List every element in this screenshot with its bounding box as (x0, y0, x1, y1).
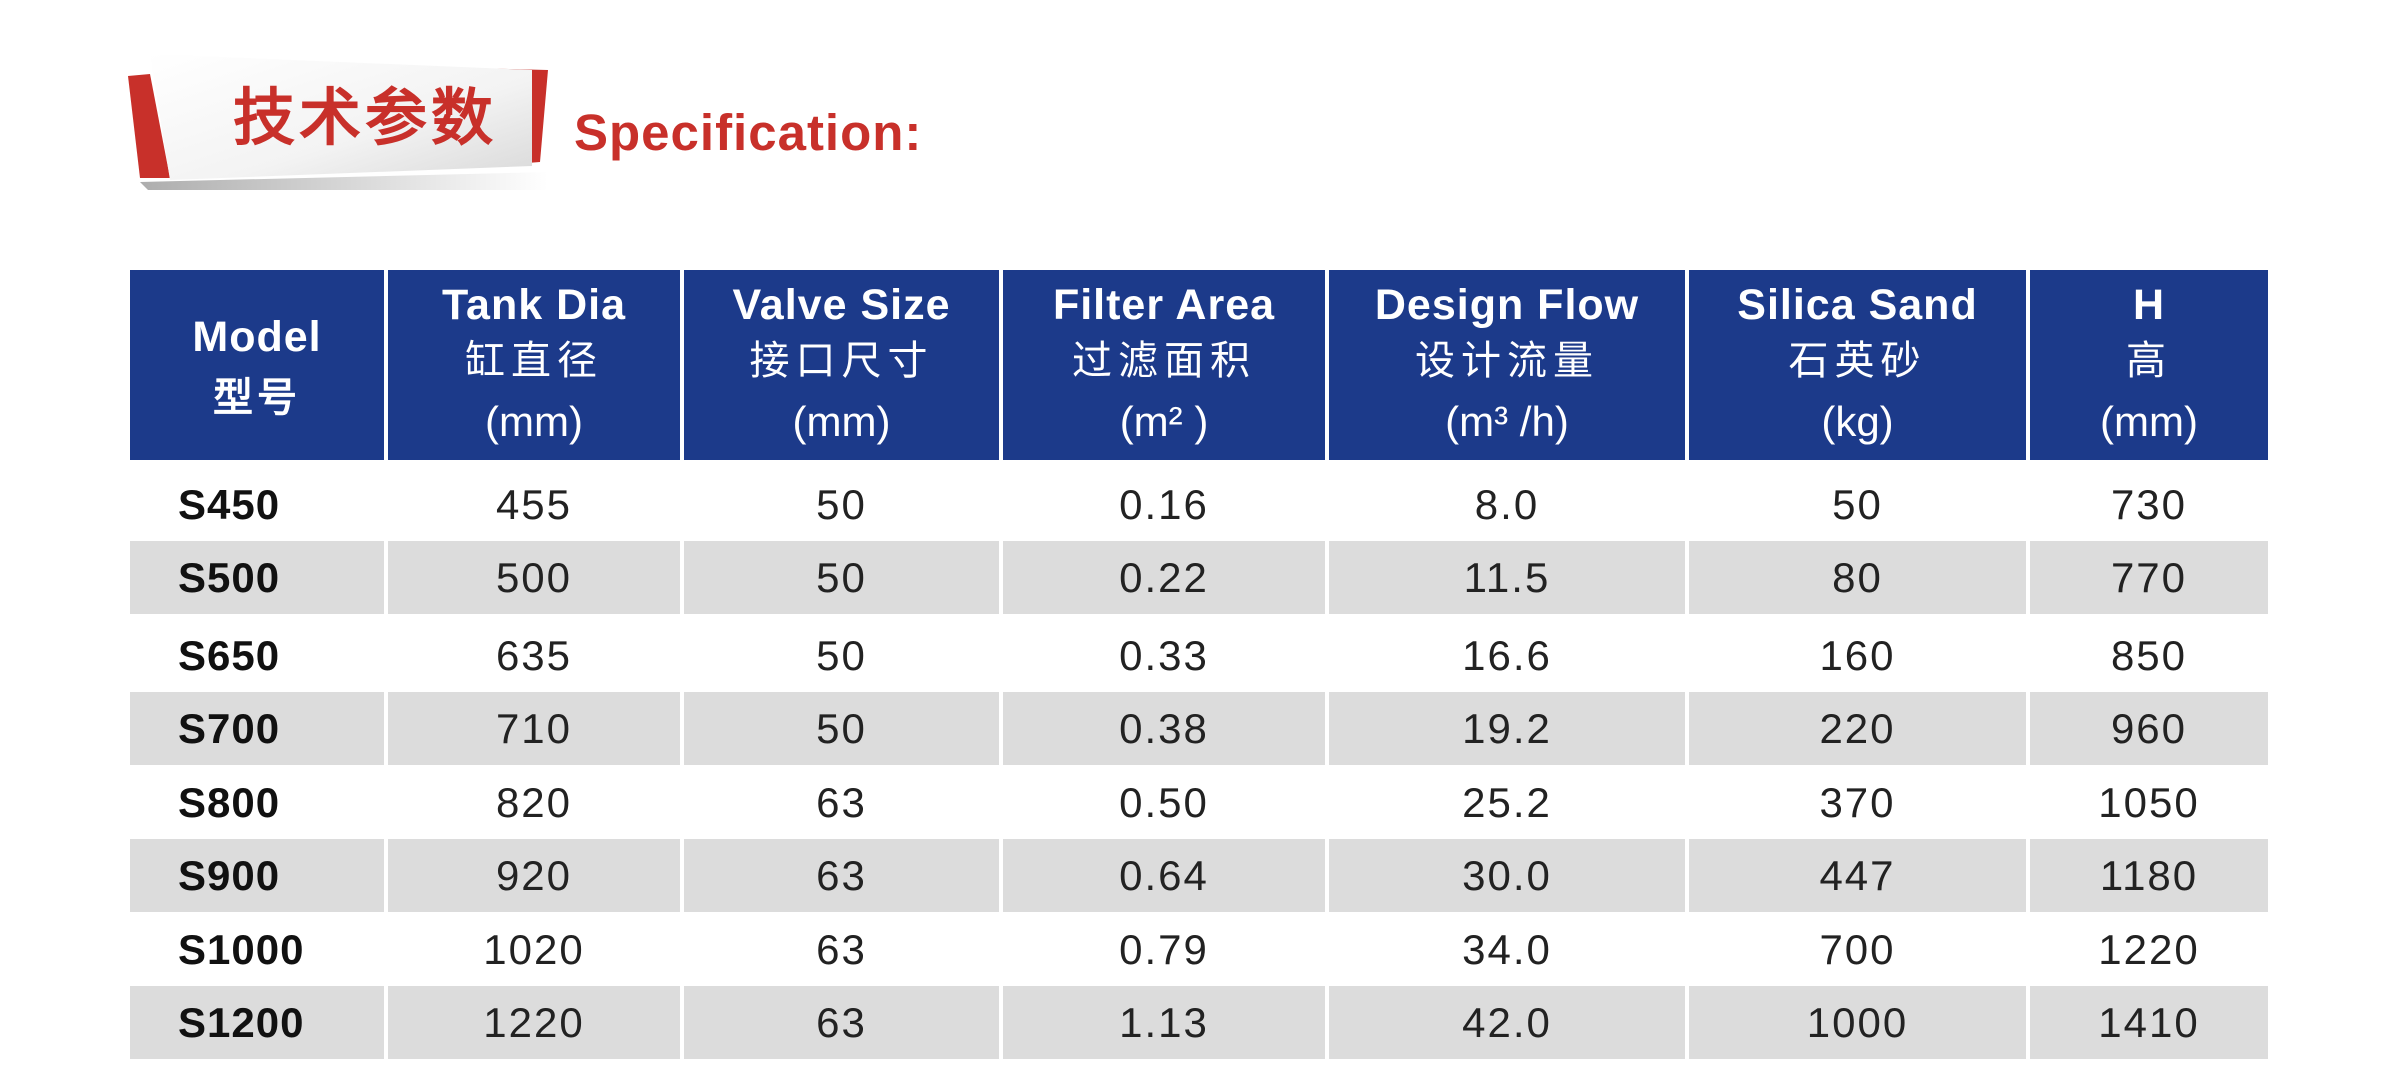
header-unit-label: (m³ /h) (1445, 398, 1569, 445)
cell-design-flow: 25.2 (1462, 778, 1552, 826)
header-cn-label: 设计流量 (1415, 338, 1599, 384)
cell-silica-sand: 370 (1819, 778, 1896, 826)
table-row: S1200 1220 63 1.13 42.0 1000 1410 (130, 986, 2268, 1059)
cell-model: S650 (178, 631, 281, 679)
cell-model: S1200 (130, 986, 384, 1059)
header-unit-label: (mm) (792, 398, 891, 445)
cell-filter-area: 0.16 (1119, 480, 1209, 528)
header-unit-label: (mm) (2100, 398, 2198, 445)
cell-tank-dia: 500 (388, 541, 680, 614)
header-cn-label: 高 (2126, 338, 2172, 384)
cell-design-flow: 34.0 (1462, 925, 1552, 973)
table-row: S500 500 50 0.22 11.5 80 770 (130, 541, 2268, 614)
cell-height: 1220 (2098, 925, 2200, 973)
table-row: S650 635 50 0.33 16.6 160 850 (130, 619, 2268, 692)
cell-valve-size: 63 (684, 986, 999, 1059)
cell-design-flow: 11.5 (1329, 541, 1685, 614)
banner-ribbon-shape (128, 54, 548, 190)
table-row: S450 455 50 0.16 8.0 50 730 (130, 468, 2268, 541)
header-unit-label: (m² ) (1119, 398, 1209, 445)
cell-filter-area: 0.22 (1003, 541, 1325, 614)
table-row: S700 710 50 0.38 19.2 220 960 (130, 692, 2268, 765)
header-design-flow: Design Flow 设计流量 (m³ /h) (1329, 270, 1685, 460)
header-cn-label: 过滤面积 (1072, 338, 1256, 384)
table-row: S900 920 63 0.64 30.0 447 1180 (130, 839, 2268, 912)
cell-model: S700 (130, 692, 384, 765)
cell-height: 850 (2110, 631, 2188, 679)
heading-title-en: Specification: (574, 104, 923, 161)
header-en-label: Tank Dia (441, 281, 627, 329)
cell-height: 960 (2030, 692, 2268, 765)
cell-tank-dia: 710 (388, 692, 680, 765)
cell-valve-size: 50 (816, 631, 867, 679)
header-en-label: Filter Area (1052, 281, 1276, 329)
cell-silica-sand: 80 (1689, 541, 2026, 614)
cell-silica-sand: 160 (1819, 631, 1896, 679)
cell-design-flow: 42.0 (1329, 986, 1685, 1059)
cell-design-flow: 30.0 (1329, 839, 1685, 912)
cell-filter-area: 0.33 (1119, 631, 1209, 679)
header-en-label: Design Flow (1374, 281, 1640, 329)
cell-filter-area: 0.79 (1119, 925, 1209, 973)
header-height: H 高 (mm) (2030, 270, 2268, 460)
header-tank-dia: Tank Dia 缸直径 (mm) (388, 270, 680, 460)
cell-model: S500 (130, 541, 384, 614)
cell-tank-dia: 920 (388, 839, 680, 912)
table-row: S800 820 63 0.50 25.2 370 1050 (130, 766, 2268, 839)
header-silica-sand: Silica Sand 石英砂 (kg) (1689, 270, 2026, 460)
table-body: S450 455 50 0.16 8.0 50 730 S500 500 50 0.22 11.5 80… (130, 468, 2268, 1059)
cell-model: S900 (130, 839, 384, 912)
header-filter-area: Filter Area 过滤面积 (m² ) (1003, 270, 1325, 460)
table-header-row: Model 型号 Tank Dia 缸直径 (mm) Valve Size 接口… (130, 270, 2268, 460)
cell-tank-dia: 1020 (483, 925, 585, 973)
header-en-label: H (2132, 281, 2166, 329)
header-cn-label: 接口尺寸 (749, 338, 934, 384)
header-valve-size: Valve Size 接口尺寸 (mm) (684, 270, 999, 460)
cell-model: S450 (178, 480, 281, 528)
cell-filter-area: 0.50 (1119, 778, 1209, 826)
heading-title-cn: 技术参数 (233, 81, 498, 154)
cell-filter-area: 0.64 (1003, 839, 1325, 912)
header-en-label: Silica Sand (1737, 281, 1978, 329)
cell-tank-dia: 635 (495, 631, 573, 679)
cell-design-flow: 19.2 (1329, 692, 1685, 765)
header-model: Model 型号 (130, 270, 384, 460)
header-cn-label: 缸直径 (465, 338, 603, 384)
cell-height: 730 (2110, 480, 2188, 528)
cell-valve-size: 63 (816, 925, 867, 973)
cell-height: 770 (2030, 541, 2268, 614)
cell-silica-sand: 1000 (1689, 986, 2026, 1059)
heading-banner: 技术参数 (128, 50, 558, 190)
cell-valve-size: 50 (684, 692, 999, 765)
specification-table: Model 型号 Tank Dia 缸直径 (mm) Valve Size 接口… (130, 270, 2268, 1059)
header-en-label: Model (192, 313, 322, 361)
header-unit-label: (kg) (1821, 398, 1894, 445)
cell-model: S800 (178, 778, 281, 826)
cell-height: 1410 (2030, 986, 2268, 1059)
cell-tank-dia: 455 (495, 480, 573, 528)
cell-height: 1180 (2030, 839, 2268, 912)
cell-height: 1050 (2098, 778, 2200, 826)
cell-valve-size: 63 (684, 839, 999, 912)
cell-silica-sand: 447 (1689, 839, 2026, 912)
header-unit-label: (mm) (485, 398, 583, 445)
cell-tank-dia: 820 (495, 778, 573, 826)
cell-filter-area: 1.13 (1003, 986, 1325, 1059)
cell-silica-sand: 220 (1689, 692, 2026, 765)
cell-valve-size: 50 (684, 541, 999, 614)
header-cn-label: 石英砂 (1788, 338, 1927, 384)
header-cn-label: 型号 (213, 375, 301, 421)
cell-filter-area: 0.38 (1003, 692, 1325, 765)
cell-design-flow: 16.6 (1462, 631, 1552, 679)
cell-model: S1000 (178, 925, 305, 973)
cell-valve-size: 63 (816, 778, 867, 826)
cell-valve-size: 50 (816, 480, 867, 528)
header-en-label: Valve Size (732, 281, 951, 329)
cell-design-flow: 8.0 (1474, 480, 1540, 528)
cell-silica-sand: 50 (1832, 480, 1883, 528)
cell-silica-sand: 700 (1819, 925, 1896, 973)
cell-tank-dia: 1220 (388, 986, 680, 1059)
table-row: S1000 1020 63 0.79 34.0 700 1220 (130, 913, 2268, 986)
